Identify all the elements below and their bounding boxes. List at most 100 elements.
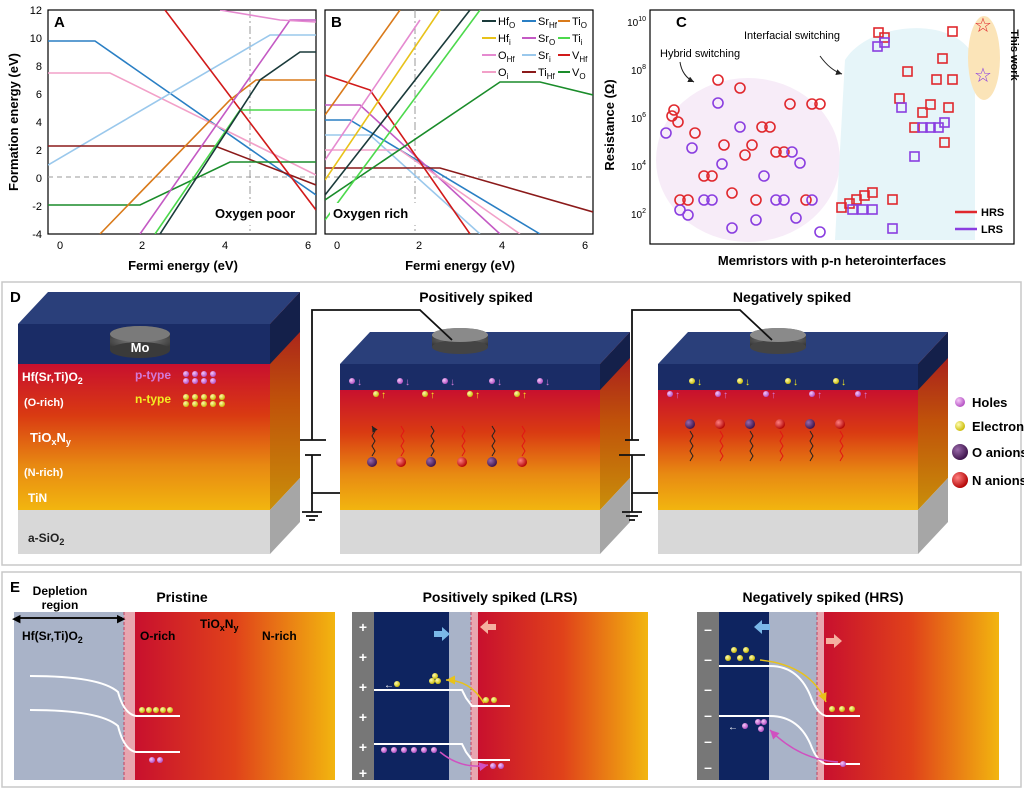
panel-b: B Oxygen rich 0 2 4 6 Fermi energy (eV) <box>324 9 594 273</box>
svg-text:4: 4 <box>499 240 505 252</box>
electrons-e1 <box>139 707 173 713</box>
svg-text:–: – <box>704 707 712 723</box>
svg-text:Tii: Tii <box>572 33 583 47</box>
svg-text:←: ← <box>384 680 394 691</box>
panel-d-title-negative: Negatively spiked <box>733 289 851 305</box>
svg-text:OHf: OHf <box>498 50 515 64</box>
hybrid-label: Hybrid switching <box>660 48 740 60</box>
panel-d-title-positive: Positively spiked <box>419 289 533 305</box>
interfacial-region <box>835 28 975 240</box>
svg-text:↓: ↓ <box>450 377 455 388</box>
circuit-positive <box>300 309 453 521</box>
depletion-label-1: Depletion <box>33 584 88 598</box>
legend-o-hf: OHf <box>482 50 515 64</box>
svg-text:TiO: TiO <box>572 16 587 30</box>
svg-text:0: 0 <box>57 240 63 252</box>
svg-text:1010: 1010 <box>627 16 646 29</box>
holes-pristine <box>183 371 216 384</box>
svg-text:–: – <box>704 651 712 667</box>
svg-text:↓: ↓ <box>545 377 550 388</box>
svg-text:↑: ↑ <box>430 390 435 401</box>
device-stack-negative: ↓ ↓ ↓ ↓ ↑ ↑ ↑ ↑ ↑ <box>619 309 948 554</box>
lrs-arrow-left-icon <box>480 620 496 634</box>
svg-text:–: – <box>704 733 712 749</box>
legend-sr-i: Sri <box>522 50 551 64</box>
panel-a-letter: A <box>54 14 65 31</box>
legend-hf-o: HfO <box>482 16 515 30</box>
svg-text:6: 6 <box>305 240 311 252</box>
svg-text:Hfi: Hfi <box>498 33 511 47</box>
o-rich-label: (O-rich) <box>24 397 64 409</box>
anions-negative <box>685 419 845 462</box>
panel-a: A Oxygen poor 12 10 8 6 4 <box>6 5 317 273</box>
svg-text:+: + <box>359 679 367 695</box>
svg-text:O anions: O anions <box>972 445 1024 460</box>
svg-text:HfO: HfO <box>498 16 515 30</box>
svg-text:4: 4 <box>222 240 228 252</box>
svg-text:108: 108 <box>631 64 646 77</box>
device-stack-positive: ↓ ↓ ↓ ↓ ↓ ↑ ↑ ↑ ↑ <box>300 309 630 554</box>
panel-b-xticks: 0 2 4 6 <box>334 240 588 252</box>
svg-text:←: ← <box>728 722 738 733</box>
legend-sr-hf: SrHf <box>522 16 558 30</box>
this-work-label: This work <box>1008 29 1020 81</box>
svg-text:N anions: N anions <box>972 473 1024 488</box>
panel-b-legend: HfO SrHf TiO Hfi SrO Tii OHf Sri VHf Oi … <box>482 16 588 81</box>
sio2-label: a-SiO2 <box>28 531 64 547</box>
legend-hf-i: Hfi <box>482 33 511 47</box>
curve-b-tio <box>325 10 401 116</box>
curve-a-vo <box>48 161 316 206</box>
svg-text:2: 2 <box>416 240 422 252</box>
hrs-arrow-left-icon <box>754 620 770 634</box>
svg-text:0: 0 <box>334 240 340 252</box>
curve-b-tii <box>325 10 481 221</box>
tioxny-label: TiOxNy <box>30 430 71 447</box>
holes-e2 <box>381 747 504 769</box>
panel-b-xlabel: Fermi energy (eV) <box>405 258 515 273</box>
svg-text:↓: ↓ <box>697 377 702 388</box>
panel-b-annotation: Oxygen rich <box>333 206 408 221</box>
svg-text:↑: ↑ <box>863 390 868 401</box>
svg-text:Oi: Oi <box>498 67 509 81</box>
curve-a-oi <box>48 72 316 176</box>
layer-hf-label: Hf(Sr,Ti)O2 <box>22 370 83 386</box>
svg-text:↓: ↓ <box>745 377 750 388</box>
e-title-lrs: Positively spiked (LRS) <box>423 589 578 605</box>
svg-text:Holes: Holes <box>972 395 1007 410</box>
legend-o-i: Oi <box>482 67 509 81</box>
band-diagram-pristine: Depletion region ◀ ▶ Hf(Sr,Ti)O2 O-rich … <box>12 584 335 780</box>
e-tioxny-label: TiOxNy <box>200 617 238 633</box>
electrons-e3 <box>725 647 855 712</box>
legend-ti-i: Tii <box>558 33 583 47</box>
n-rich-label: (N-rich) <box>24 467 63 479</box>
lrs-arrow-right-icon <box>434 627 450 641</box>
svg-text:12: 12 <box>30 5 42 17</box>
svg-text:2: 2 <box>139 240 145 252</box>
panel-c-xlabel: Memristors with p-n heterointerfaces <box>718 253 946 268</box>
holes-e1 <box>149 757 163 763</box>
legend-ti-o: TiO <box>558 16 587 30</box>
legend-ti-hf: TiHf <box>522 67 556 81</box>
curve-b-sro <box>325 104 501 234</box>
panel-c-legend: HRS LRS <box>955 207 1004 236</box>
panel-e-letter: E <box>10 579 20 596</box>
carriers-positive: ↓ ↓ ↓ ↓ ↓ ↑ ↑ ↑ ↑ <box>349 377 550 401</box>
depletion-label-2: region <box>42 598 79 612</box>
carriers-negative: ↓ ↓ ↓ ↓ ↑ ↑ ↑ ↑ ↑ <box>667 377 868 401</box>
svg-text:HRS: HRS <box>981 207 1004 219</box>
curve-a-hfo <box>159 51 316 234</box>
curve-a-sr-hf <box>48 40 316 196</box>
svg-text:102: 102 <box>631 208 646 221</box>
minus-signs: – – – – – – <box>704 621 712 775</box>
svg-text:6: 6 <box>582 240 588 252</box>
svg-text:↓: ↓ <box>841 377 846 388</box>
svg-text:↑: ↑ <box>771 390 776 401</box>
svg-text:↓: ↓ <box>405 377 410 388</box>
panel-c-yticks: 1010 108 106 104 102 <box>627 16 646 221</box>
svg-text:0: 0 <box>36 173 42 185</box>
tin-label: TiN <box>28 491 47 505</box>
svg-text:LRS: LRS <box>981 224 1003 236</box>
svg-text:VHf: VHf <box>572 50 588 64</box>
panel-b-letter: B <box>331 14 342 31</box>
